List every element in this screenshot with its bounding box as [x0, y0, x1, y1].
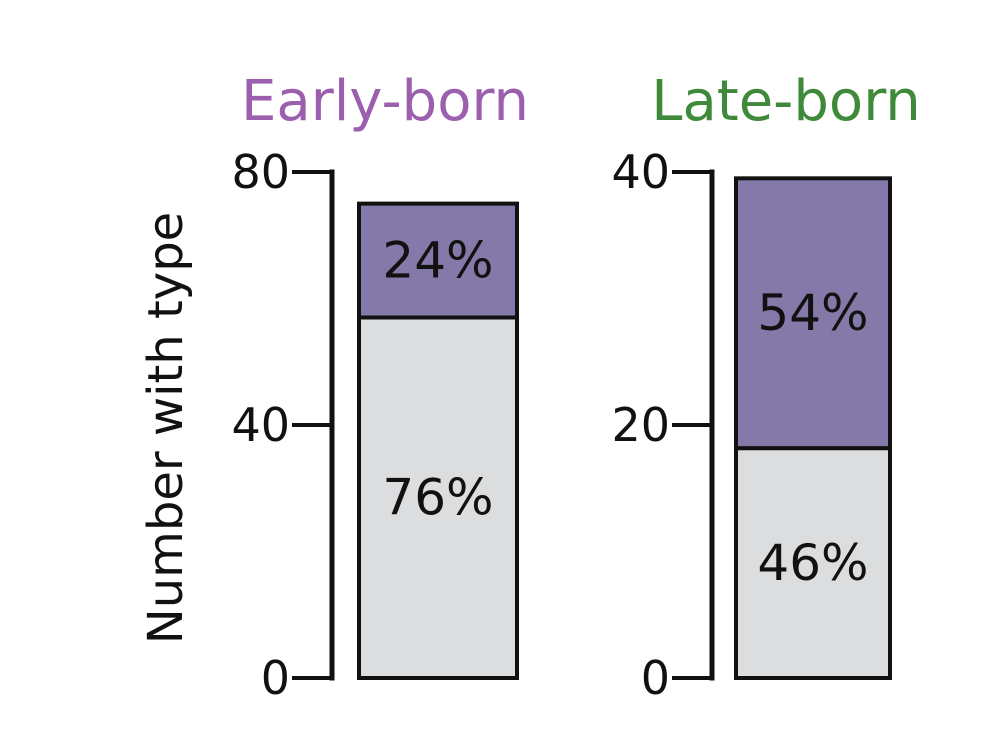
y-axis-label: Number with type: [138, 212, 194, 644]
y-tick-label: 20: [611, 398, 670, 452]
panel-title: Late-born: [651, 69, 920, 134]
y-tick-label: 40: [611, 145, 670, 199]
bar-segment-bottom: [734, 446, 892, 680]
y-tick-label: 80: [231, 145, 290, 199]
chart-panels: Early-born 0 40 80 76% 24% Late-born 0 20 40 46% 54…: [231, 69, 920, 705]
y-tick-label: 0: [261, 651, 290, 705]
panel-title: Early-born: [241, 69, 529, 134]
y-tick-label: 0: [641, 651, 670, 705]
bar-segment-top: [357, 201, 519, 320]
segment-percent-label: 24%: [382, 232, 493, 290]
segment-percent-label: 54%: [757, 284, 868, 342]
y-tick-label: 40: [231, 398, 290, 452]
bar-segment-top: [734, 176, 892, 451]
segment-percent-label: 46%: [757, 534, 868, 592]
bar-segment-bottom: [357, 315, 519, 680]
segment-percent-label: 76%: [382, 469, 493, 527]
